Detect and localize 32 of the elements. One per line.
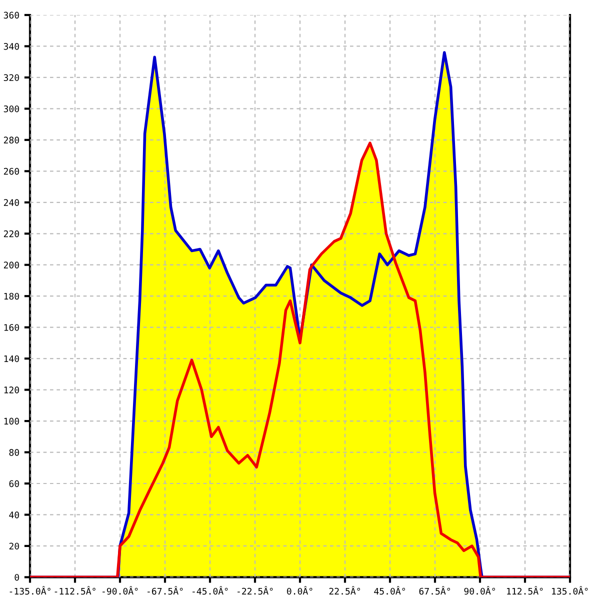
y-tick-label: 200 — [4, 262, 19, 268]
y-tick-label: 340 — [4, 42, 19, 50]
x-tick-label: 45.0Â° — [374, 586, 405, 595]
y-tick-label: 60 — [9, 480, 19, 488]
x-tick-label: -45.0Â° — [192, 586, 228, 595]
y-tick-label: 180 — [4, 292, 19, 300]
y-tick-label: 240 — [4, 199, 19, 206]
x-tick-label: -90.0Â° — [102, 586, 138, 595]
x-tick-label: 22.5Â° — [329, 586, 360, 595]
y-tick-label: 220 — [4, 230, 19, 238]
y-tick-label: 260 — [4, 168, 19, 175]
x-tick-label: -112.5Â° — [54, 586, 96, 595]
x-tick-label: 90.0Â° — [464, 586, 495, 595]
y-tick-label: 20 — [9, 542, 19, 550]
y-tick-label: 100 — [4, 418, 19, 425]
y-tick-label: 300 — [4, 105, 19, 112]
y-tick-label: 320 — [4, 74, 19, 82]
x-tick-label: -67.5Â° — [148, 586, 183, 595]
y-tick-label: 280 — [4, 136, 19, 144]
y-tick-label: 360 — [4, 12, 19, 19]
y-tick-label: 80 — [9, 449, 19, 456]
y-tick-label: 0 — [14, 574, 19, 581]
y-tick-label: 140 — [4, 355, 19, 362]
y-tick-label: 120 — [4, 386, 19, 394]
x-tick-label: 112.5Â° — [507, 586, 543, 595]
x-tick-label: 0.0Â° — [287, 586, 312, 595]
x-tick-label: -135.0Â° — [10, 586, 50, 595]
y-tick-label: 160 — [4, 324, 19, 331]
x-tick-label: 135.0Â° — [552, 586, 588, 595]
x-tick-label: 67.5Â° — [419, 586, 450, 595]
x-tick-label: -22.5Â° — [238, 586, 273, 595]
y-tick-label: 40 — [9, 511, 19, 518]
